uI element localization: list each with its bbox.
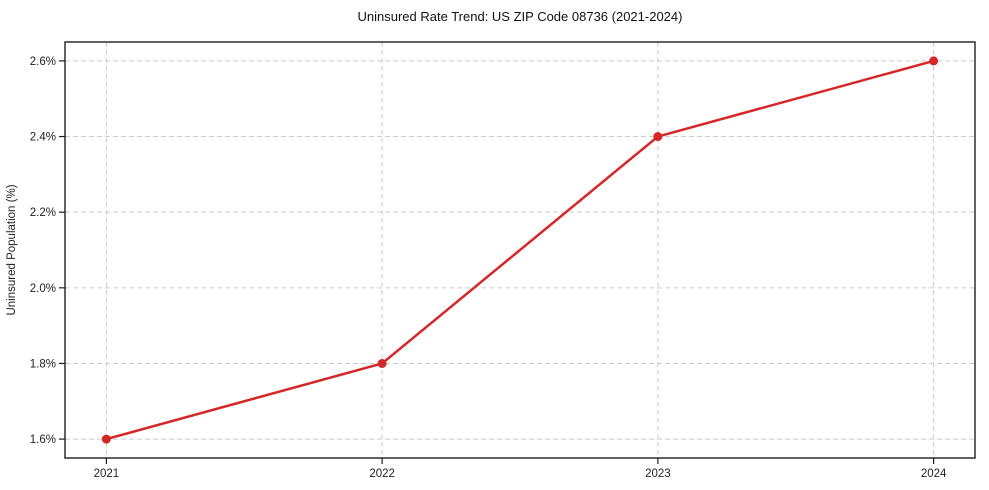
axes bbox=[59, 41, 976, 464]
trend-line bbox=[105, 59, 935, 441]
data-point bbox=[929, 56, 939, 66]
y-tick-label: 1.8% bbox=[30, 358, 56, 370]
plot-border bbox=[64, 41, 976, 459]
y-tick-label: 2.4% bbox=[30, 132, 56, 144]
chart-title: Uninsured Rate Trend: US ZIP Code 08736 … bbox=[358, 9, 683, 24]
x-tick-label: 2021 bbox=[94, 468, 120, 480]
y-tick-label: 2.2% bbox=[30, 207, 56, 219]
y-tick-label: 2.0% bbox=[30, 283, 56, 295]
y-tick-label: 1.6% bbox=[30, 434, 56, 446]
tick-labels: 1.6% 1.8% 2.0% 2.2% 2.4% 2.6% 2021 2022 2023 2024 bbox=[30, 56, 947, 480]
y-axis-label: Uninsured Population (%) bbox=[6, 184, 18, 315]
x-tick-label: 2022 bbox=[369, 468, 395, 480]
data-point bbox=[653, 132, 663, 142]
x-tick-label: 2023 bbox=[645, 468, 671, 480]
y-tick-label: 2.6% bbox=[30, 56, 56, 68]
data-point bbox=[377, 358, 387, 368]
data-series bbox=[101, 56, 939, 444]
x-tick-label: 2024 bbox=[921, 468, 947, 480]
gridlines bbox=[65, 42, 975, 458]
data-point bbox=[101, 434, 111, 444]
